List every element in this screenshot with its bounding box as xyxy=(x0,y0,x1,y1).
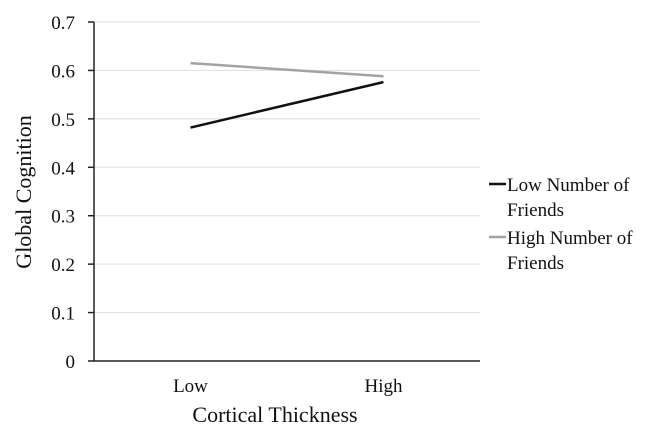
legend-label-high-friends-line1: High Number of xyxy=(507,228,633,249)
y-tick-label: 0.4 xyxy=(51,158,75,179)
y-tick-label: 0.2 xyxy=(51,255,75,276)
y-axis-title: Global Cognition xyxy=(11,115,36,268)
x-axis-title: Cortical Thickness xyxy=(192,402,357,426)
series-line-low-friends xyxy=(190,80,384,129)
legend-label-low-friends-line1: Low Number of xyxy=(507,175,630,196)
series-lines xyxy=(190,61,384,129)
x-tick-label: High xyxy=(365,376,404,397)
y-tick-label: 0.7 xyxy=(51,13,75,34)
x-tick-label: Low xyxy=(173,376,208,397)
legend: Low Number of Friends High Number of Fri… xyxy=(489,175,633,274)
y-tick-label: 0.6 xyxy=(51,61,75,82)
axes xyxy=(93,22,480,362)
y-tick-label: 0 xyxy=(66,352,76,373)
y-tick-labels: 0 0.1 0.2 0.3 0.4 0.5 0.6 0.7 xyxy=(51,13,75,373)
legend-item-high-friends: High Number of Friends xyxy=(489,228,633,274)
legend-label-low-friends-line2: Friends xyxy=(507,200,564,221)
legend-item-low-friends: Low Number of Friends xyxy=(489,175,630,221)
y-tick-label: 0.3 xyxy=(51,207,75,228)
legend-label-high-friends-line2: Friends xyxy=(507,253,564,274)
gridlines xyxy=(88,21,480,362)
y-tick-label: 0.1 xyxy=(51,304,75,325)
series-line-high-friends xyxy=(190,61,384,78)
y-tick-label: 0.5 xyxy=(51,110,75,131)
x-tick-labels: Low High xyxy=(173,376,403,397)
